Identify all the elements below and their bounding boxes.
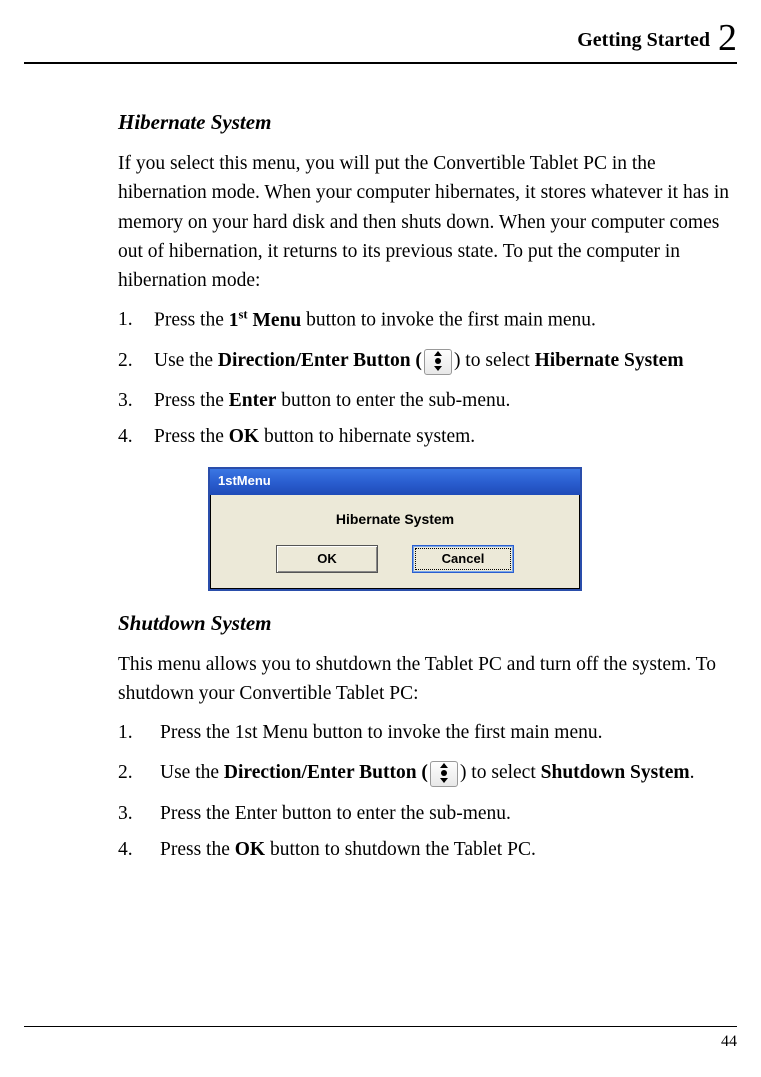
step-text-bold: OK: [229, 426, 259, 447]
page-number: 44: [721, 1033, 737, 1050]
step-text: Press the: [154, 310, 229, 331]
header-chapter-number: 2: [718, 17, 737, 59]
hibernate-intro: If you select this menu, you will put th…: [118, 149, 731, 295]
step-text-bold: Enter: [229, 390, 277, 411]
step-text: Press the Enter button to enter the sub-…: [160, 803, 511, 824]
step-text-bold: Direction/Enter Button (: [218, 350, 422, 371]
step-number: 4.: [118, 835, 133, 865]
dialog-button-row: OK Cancel: [220, 545, 570, 573]
step-text: ) to select: [454, 350, 535, 371]
shutdown-step-3: 3. Press the Enter button to enter the s…: [118, 799, 731, 829]
shutdown-step-4: 4. Press the OK button to shutdown the T…: [118, 835, 731, 865]
step-text: button to shutdown the Tablet PC.: [265, 839, 536, 860]
step-number: 2.: [118, 758, 133, 788]
step-text: ) to select: [460, 762, 541, 783]
step-number: 3.: [118, 386, 133, 416]
step-text-bold: Hibernate System: [535, 350, 684, 371]
step-text: Use the: [160, 762, 224, 783]
direction-enter-icon: [430, 761, 458, 787]
hibernate-step-2: 2. Use the Direction/Enter Button ( ) to …: [118, 346, 731, 376]
step-text: Press the: [160, 839, 235, 860]
step-text-bold: 1st Menu: [229, 310, 302, 331]
page-content: Hibernate System If you select this menu…: [118, 110, 731, 879]
dialog-screenshot: 1stMenu Hibernate System OK Cancel: [208, 467, 731, 591]
shutdown-step-2: 2. Use the Direction/Enter Button ( ) to …: [118, 758, 731, 788]
step-number: 1.: [118, 718, 133, 748]
step-text: Use the: [154, 350, 218, 371]
step-number: 1.: [118, 305, 133, 335]
shutdown-heading: Shutdown System: [118, 611, 731, 636]
shutdown-step-1: 1. Press the 1st Menu button to invoke t…: [118, 718, 731, 748]
direction-enter-icon: [424, 349, 452, 375]
header-section-title: Getting Started: [577, 29, 710, 51]
step-text: Press the: [154, 390, 229, 411]
hibernate-heading: Hibernate System: [118, 110, 731, 135]
step-number: 4.: [118, 422, 133, 452]
dialog-body: Hibernate System OK Cancel: [210, 495, 580, 589]
step-number: 2.: [118, 346, 133, 376]
step-text: .: [690, 762, 695, 783]
step-text: button to invoke the first main menu.: [301, 310, 596, 331]
hibernate-steps: 1. Press the 1st Menu button to invoke t…: [118, 305, 731, 452]
shutdown-intro: This menu allows you to shutdown the Tab…: [118, 650, 731, 709]
hibernate-step-1: 1. Press the 1st Menu button to invoke t…: [118, 305, 731, 336]
hibernate-step-3: 3. Press the Enter button to enter the s…: [118, 386, 731, 416]
step-text-bold: OK: [235, 839, 265, 860]
step-number: 3.: [118, 799, 133, 829]
page-footer: 44: [24, 1026, 737, 1051]
dialog-titlebar: 1stMenu: [210, 469, 580, 495]
cancel-button[interactable]: Cancel: [412, 545, 514, 573]
step-text: button to enter the sub-menu.: [276, 390, 510, 411]
dialog-window: 1stMenu Hibernate System OK Cancel: [208, 467, 582, 591]
shutdown-steps: 1. Press the 1st Menu button to invoke t…: [118, 718, 731, 865]
step-text-bold: Direction/Enter Button (: [224, 762, 428, 783]
ok-button[interactable]: OK: [276, 545, 378, 573]
step-text: Press the: [154, 426, 229, 447]
step-text-bold: Shutdown System: [541, 762, 690, 783]
dialog-label: Hibernate System: [220, 511, 570, 527]
hibernate-step-4: 4. Press the OK button to hibernate syst…: [118, 422, 731, 452]
page-header: Getting Started 2: [24, 16, 737, 64]
step-text: button to hibernate system.: [259, 426, 475, 447]
step-text: Press the 1st Menu button to invoke the …: [160, 722, 603, 743]
